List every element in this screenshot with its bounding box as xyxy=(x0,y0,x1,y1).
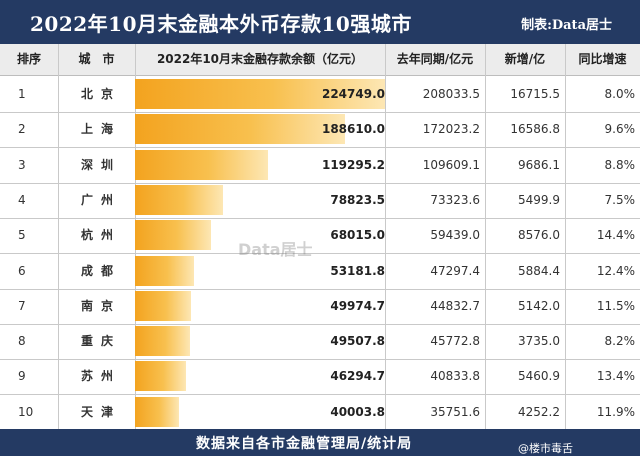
header-rank: 排序 xyxy=(16,52,41,66)
prev-year-cell: 40833.8 xyxy=(430,369,480,384)
table-row: 7 南京 49974.7 44832.7 5142.0 11.5% xyxy=(0,288,640,325)
deposit-bar xyxy=(135,326,191,357)
prev-year-cell: 59439.0 xyxy=(430,228,480,243)
rank-cell: 2 xyxy=(18,122,26,137)
increase-cell: 16715.5 xyxy=(510,87,560,101)
column-divider xyxy=(385,44,386,429)
table-row: 1 北京 224749.0 208033.5 16715.5 8.0% xyxy=(0,76,640,113)
yoy-cell: 14.4% xyxy=(596,228,635,243)
rank-cell: 6 xyxy=(18,263,26,278)
header-increase: 新增/亿 xyxy=(504,52,546,66)
deposit-label: 68015.0 xyxy=(330,228,385,243)
yoy-cell: 11.9% xyxy=(596,404,635,419)
column-divider xyxy=(58,44,59,429)
table-row: 9 苏州 46294.7 40833.8 5460.9 13.4% xyxy=(0,358,640,396)
prev-year-cell: 208033.5 xyxy=(422,87,480,101)
yoy-cell: 12.4% xyxy=(596,263,635,278)
increase-cell: 5499.9 xyxy=(518,192,560,207)
increase-cell: 16586.8 xyxy=(510,122,560,137)
header-prev-year: 去年同期/亿元 xyxy=(396,52,474,66)
increase-cell: 8576.0 xyxy=(518,228,560,243)
deposit-label: 78823.5 xyxy=(330,192,385,207)
prev-year-cell: 35751.6 xyxy=(430,404,480,419)
rank-cell: 5 xyxy=(18,228,26,243)
deposit-bar xyxy=(135,361,187,392)
yoy-cell: 9.6% xyxy=(604,122,636,137)
prev-year-cell: 44832.7 xyxy=(430,298,480,313)
prev-year-cell: 45772.8 xyxy=(430,334,480,349)
footer-bar: 数据来自各市金融管理局/统计局 xyxy=(0,429,640,456)
table-row: 3 深圳 119295.2 109609.1 9686.1 8.8% xyxy=(0,147,640,184)
watermark: Data居士 xyxy=(238,240,313,259)
city-cell: 广州 xyxy=(80,192,121,207)
table-row: 6 成都 53181.8 47297.4 5884.4 12.4% xyxy=(0,253,640,290)
corner-logo: @楼市毒舌 xyxy=(518,442,573,455)
increase-cell: 5142.0 xyxy=(518,298,560,313)
increase-cell: 9686.1 xyxy=(518,157,560,172)
increase-cell: 4252.2 xyxy=(518,404,560,419)
yoy-cell: 7.5% xyxy=(604,192,636,207)
title-bar: 2022年10月末金融本外币存款10强城市 制表:Data居士 xyxy=(0,0,640,44)
deposit-label: 224749.0 xyxy=(321,87,385,101)
prev-year-cell: 172023.2 xyxy=(422,122,480,137)
credit-label: 制表:Data居士 xyxy=(521,18,612,33)
prev-year-cell: 109609.1 xyxy=(422,157,480,172)
increase-cell: 5884.4 xyxy=(518,263,560,278)
prev-year-cell: 73323.6 xyxy=(430,192,480,207)
deposit-bar xyxy=(135,79,385,109)
deposit-bar xyxy=(135,220,211,251)
yoy-cell: 13.4% xyxy=(596,369,635,384)
city-cell: 重庆 xyxy=(80,334,121,349)
deposit-label: 53181.8 xyxy=(330,263,385,278)
city-cell: 成都 xyxy=(80,263,121,278)
deposit-bar xyxy=(135,149,268,180)
deposit-label: 40003.8 xyxy=(330,404,385,419)
source-note: 数据来自各市金融管理局/统计局 xyxy=(196,436,413,452)
rank-cell: 10 xyxy=(18,404,34,419)
table-row: 8 重庆 49507.8 45772.8 3735.0 8.2% xyxy=(0,323,640,361)
deposit-label: 188610.0 xyxy=(321,122,385,137)
city-cell: 南京 xyxy=(80,298,121,313)
yoy-cell: 8.2% xyxy=(604,334,636,349)
column-divider xyxy=(485,44,486,429)
city-cell: 上海 xyxy=(80,122,121,137)
rank-cell: 7 xyxy=(18,298,26,313)
city-cell: 深圳 xyxy=(80,157,121,172)
yoy-cell: 11.5% xyxy=(596,298,635,313)
column-divider xyxy=(565,44,566,429)
rank-cell: 8 xyxy=(18,334,26,349)
deposit-label: 46294.7 xyxy=(330,369,385,384)
table-row: 4 广州 78823.5 73323.6 5499.9 7.5% xyxy=(0,182,640,219)
deposit-bar xyxy=(135,184,223,215)
deposit-bar xyxy=(135,290,191,321)
yoy-cell: 8.8% xyxy=(604,157,636,172)
header-deposit: 2022年10月末金融存款余额（亿元） xyxy=(156,52,364,66)
deposit-label: 119295.2 xyxy=(321,157,385,172)
rank-cell: 9 xyxy=(18,369,26,384)
rank-cell: 4 xyxy=(18,192,26,207)
deposit-label: 49507.8 xyxy=(330,334,385,349)
deposit-bar xyxy=(135,255,195,286)
table-header: 排序 城 市 2022年10月末金融存款余额（亿元） 去年同期/亿元 新增/亿 … xyxy=(0,44,640,76)
header-yoy: 同比增速 xyxy=(578,52,627,66)
rank-cell: 1 xyxy=(18,87,26,101)
city-cell: 杭州 xyxy=(80,228,121,243)
deposit-bar xyxy=(135,396,180,427)
header-city: 城 市 xyxy=(78,52,115,66)
increase-cell: 3735.0 xyxy=(518,334,560,349)
city-cell: 苏州 xyxy=(80,369,121,384)
deposit-label: 49974.7 xyxy=(330,298,385,313)
rank-cell: 3 xyxy=(18,157,26,172)
yoy-cell: 8.0% xyxy=(604,87,636,101)
table-row: 2 上海 188610.0 172023.2 16586.8 9.6% xyxy=(0,111,640,149)
increase-cell: 5460.9 xyxy=(518,369,560,384)
city-cell: 天津 xyxy=(80,404,121,419)
table-row: 5 杭州 68015.0 59439.0 8576.0 14.4% xyxy=(0,217,640,255)
chart-title: 2022年10月末金融本外币存款10强城市 xyxy=(30,12,412,36)
city-cell: 北京 xyxy=(80,87,121,101)
deposit-bar xyxy=(135,114,345,145)
prev-year-cell: 47297.4 xyxy=(430,263,480,278)
table-row: 10 天津 40003.8 35751.6 4252.2 11.9% xyxy=(0,394,640,431)
